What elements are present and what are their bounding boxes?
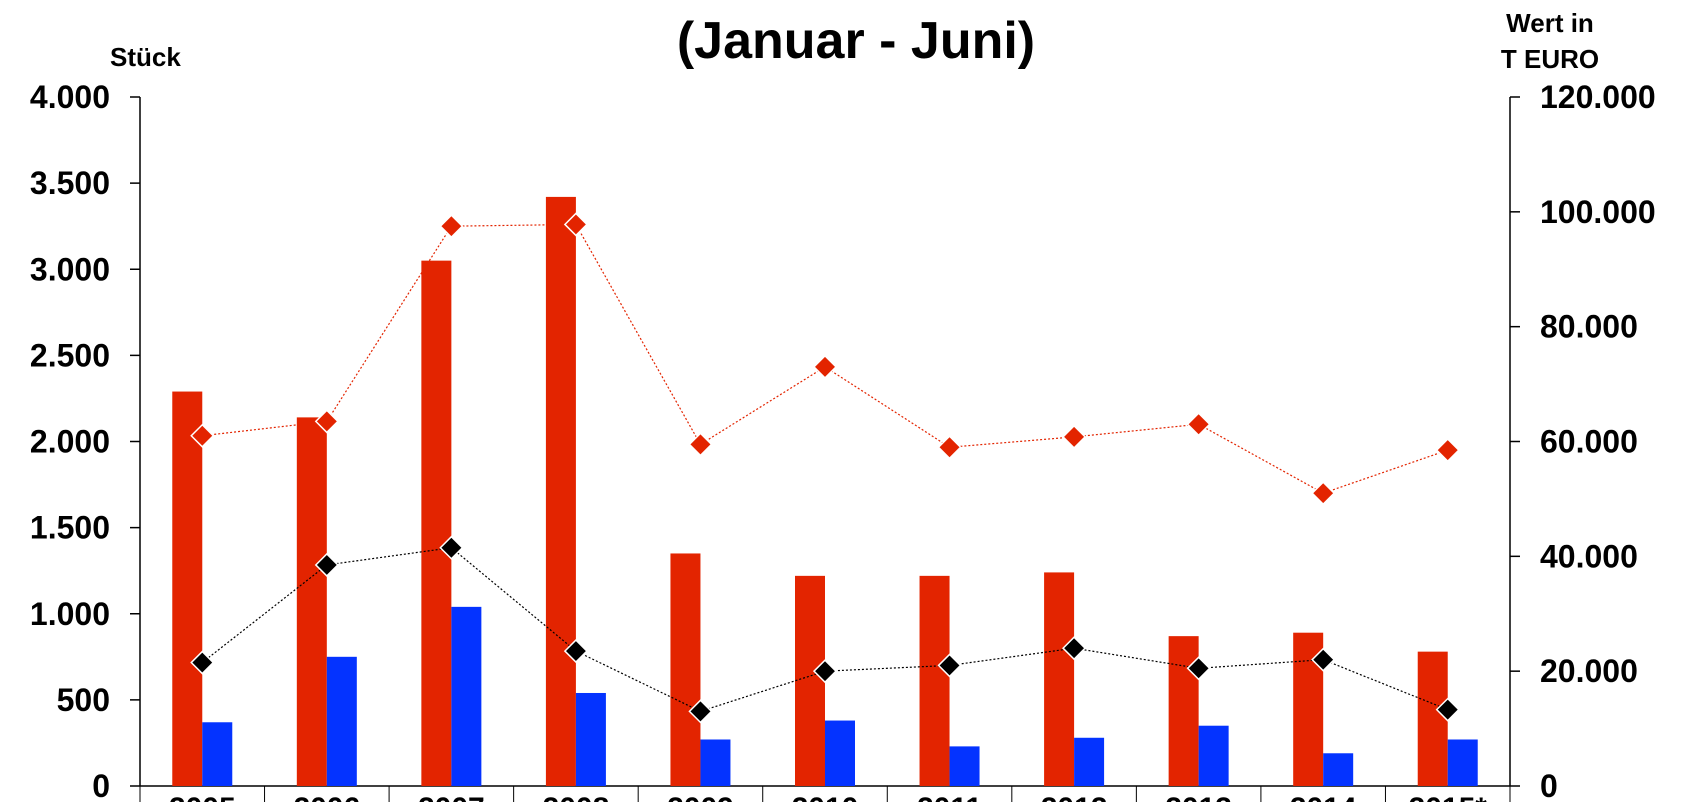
bar-series-1 [670,553,701,786]
x-tick-label: 2013 [1165,792,1232,802]
line-series-1-marker [314,409,339,434]
bar-series-1 [1044,572,1075,786]
bar-series-1 [795,575,825,786]
line-series-2 [201,547,1448,713]
bar-series-2 [949,746,980,786]
line-series-1-marker [688,432,713,457]
x-tick-label: 2009 [667,792,734,802]
bar-series-2 [575,692,606,786]
line-series-1-marker [1435,438,1460,463]
x-tick-label: 2005 [169,792,236,802]
y-left-tick-label: 1.000 [30,596,110,632]
bar-series-1 [545,196,576,786]
y-right-unit-line1: Wert in [1506,8,1594,38]
bar-series-2 [1323,753,1354,786]
line-series-2-marker [1186,656,1211,681]
x-tick-label: 2014 [1290,792,1357,802]
chart-title: (Januar - Juni) [677,12,1035,70]
line-series-2-marker [688,699,713,724]
line-series-2-marker [190,650,215,675]
y-left-tick-label: 2.000 [30,424,110,460]
y-right-tick-label: 60.000 [1540,424,1638,460]
bar-series-1 [172,391,203,786]
bar-series-1 [919,575,950,786]
x-tick-label: 2007 [418,792,485,802]
bar-series-2 [825,720,855,786]
x-tick-label: 2012 [1041,792,1108,802]
lines [190,212,1460,724]
line-series-2-marker [439,535,464,560]
bar-series-2 [1447,739,1478,786]
line-series-1-marker [563,212,588,237]
line-series-1-marker [190,423,215,448]
line-series-2-marker [812,659,838,684]
y-left-unit: Stück [110,42,181,72]
y-right-tick-label: 0 [1540,768,1558,802]
y-right-tick-label: 20.000 [1540,653,1638,689]
y-right-tick-label: 80.000 [1540,309,1638,345]
bar-series-2 [1074,737,1105,786]
x-tick-label: 2011 [917,792,982,802]
y-right-tick-label: 120.000 [1540,79,1656,115]
line-series-2-marker [1311,647,1336,672]
bar-series-2 [1198,725,1229,786]
x-tick-label: 2010 [792,792,859,802]
x-tick-label: 2006 [293,792,360,802]
y-left-tick-label: 3.000 [30,251,110,287]
y-left-tick-label: 3.500 [30,165,110,201]
line-series-1-marker [439,214,464,239]
tick-labels: 0 500 1.000 1.500 2.000 2.500 3.000 3.500 4.000 0… [30,79,1656,807]
line-series-2-marker [563,639,588,664]
line-series-2-marker [1435,697,1460,722]
line-series-1-marker [1311,481,1336,506]
y-right-tick-label: 40.000 [1540,538,1638,574]
bar-series-2 [451,606,482,786]
y-left-tick-label: 0 [92,768,110,802]
bar-series-1 [421,260,452,786]
bar-series-1 [1417,651,1448,786]
y-left-tick-label: 2.500 [30,337,110,373]
line-series-1-marker [1186,412,1211,437]
x-tick-label: 2008 [543,792,610,802]
line-series-2-marker [937,653,962,678]
y-left-tick-label: 500 [57,682,110,718]
y-left-tick-label: 4.000 [30,79,110,115]
x-tick-label: 2015* [1409,792,1488,802]
line-series-1-marker [812,354,838,379]
bar-series-2 [700,739,731,786]
line-series-1-marker [1062,424,1087,449]
bar-series-1 [296,417,327,786]
bar-series-2 [202,722,233,786]
line-series-2-marker [314,552,339,578]
y-right-tick-label: 100.000 [1540,194,1656,230]
line-series-1-marker [937,435,962,460]
line-series-2-marker [1062,636,1087,661]
bars [172,196,1478,786]
bar-series-1 [1168,636,1199,786]
bar-series-2 [326,656,357,786]
y-left-tick-label: 1.500 [30,510,110,546]
y-right-unit-line2: T EURO [1501,44,1599,74]
